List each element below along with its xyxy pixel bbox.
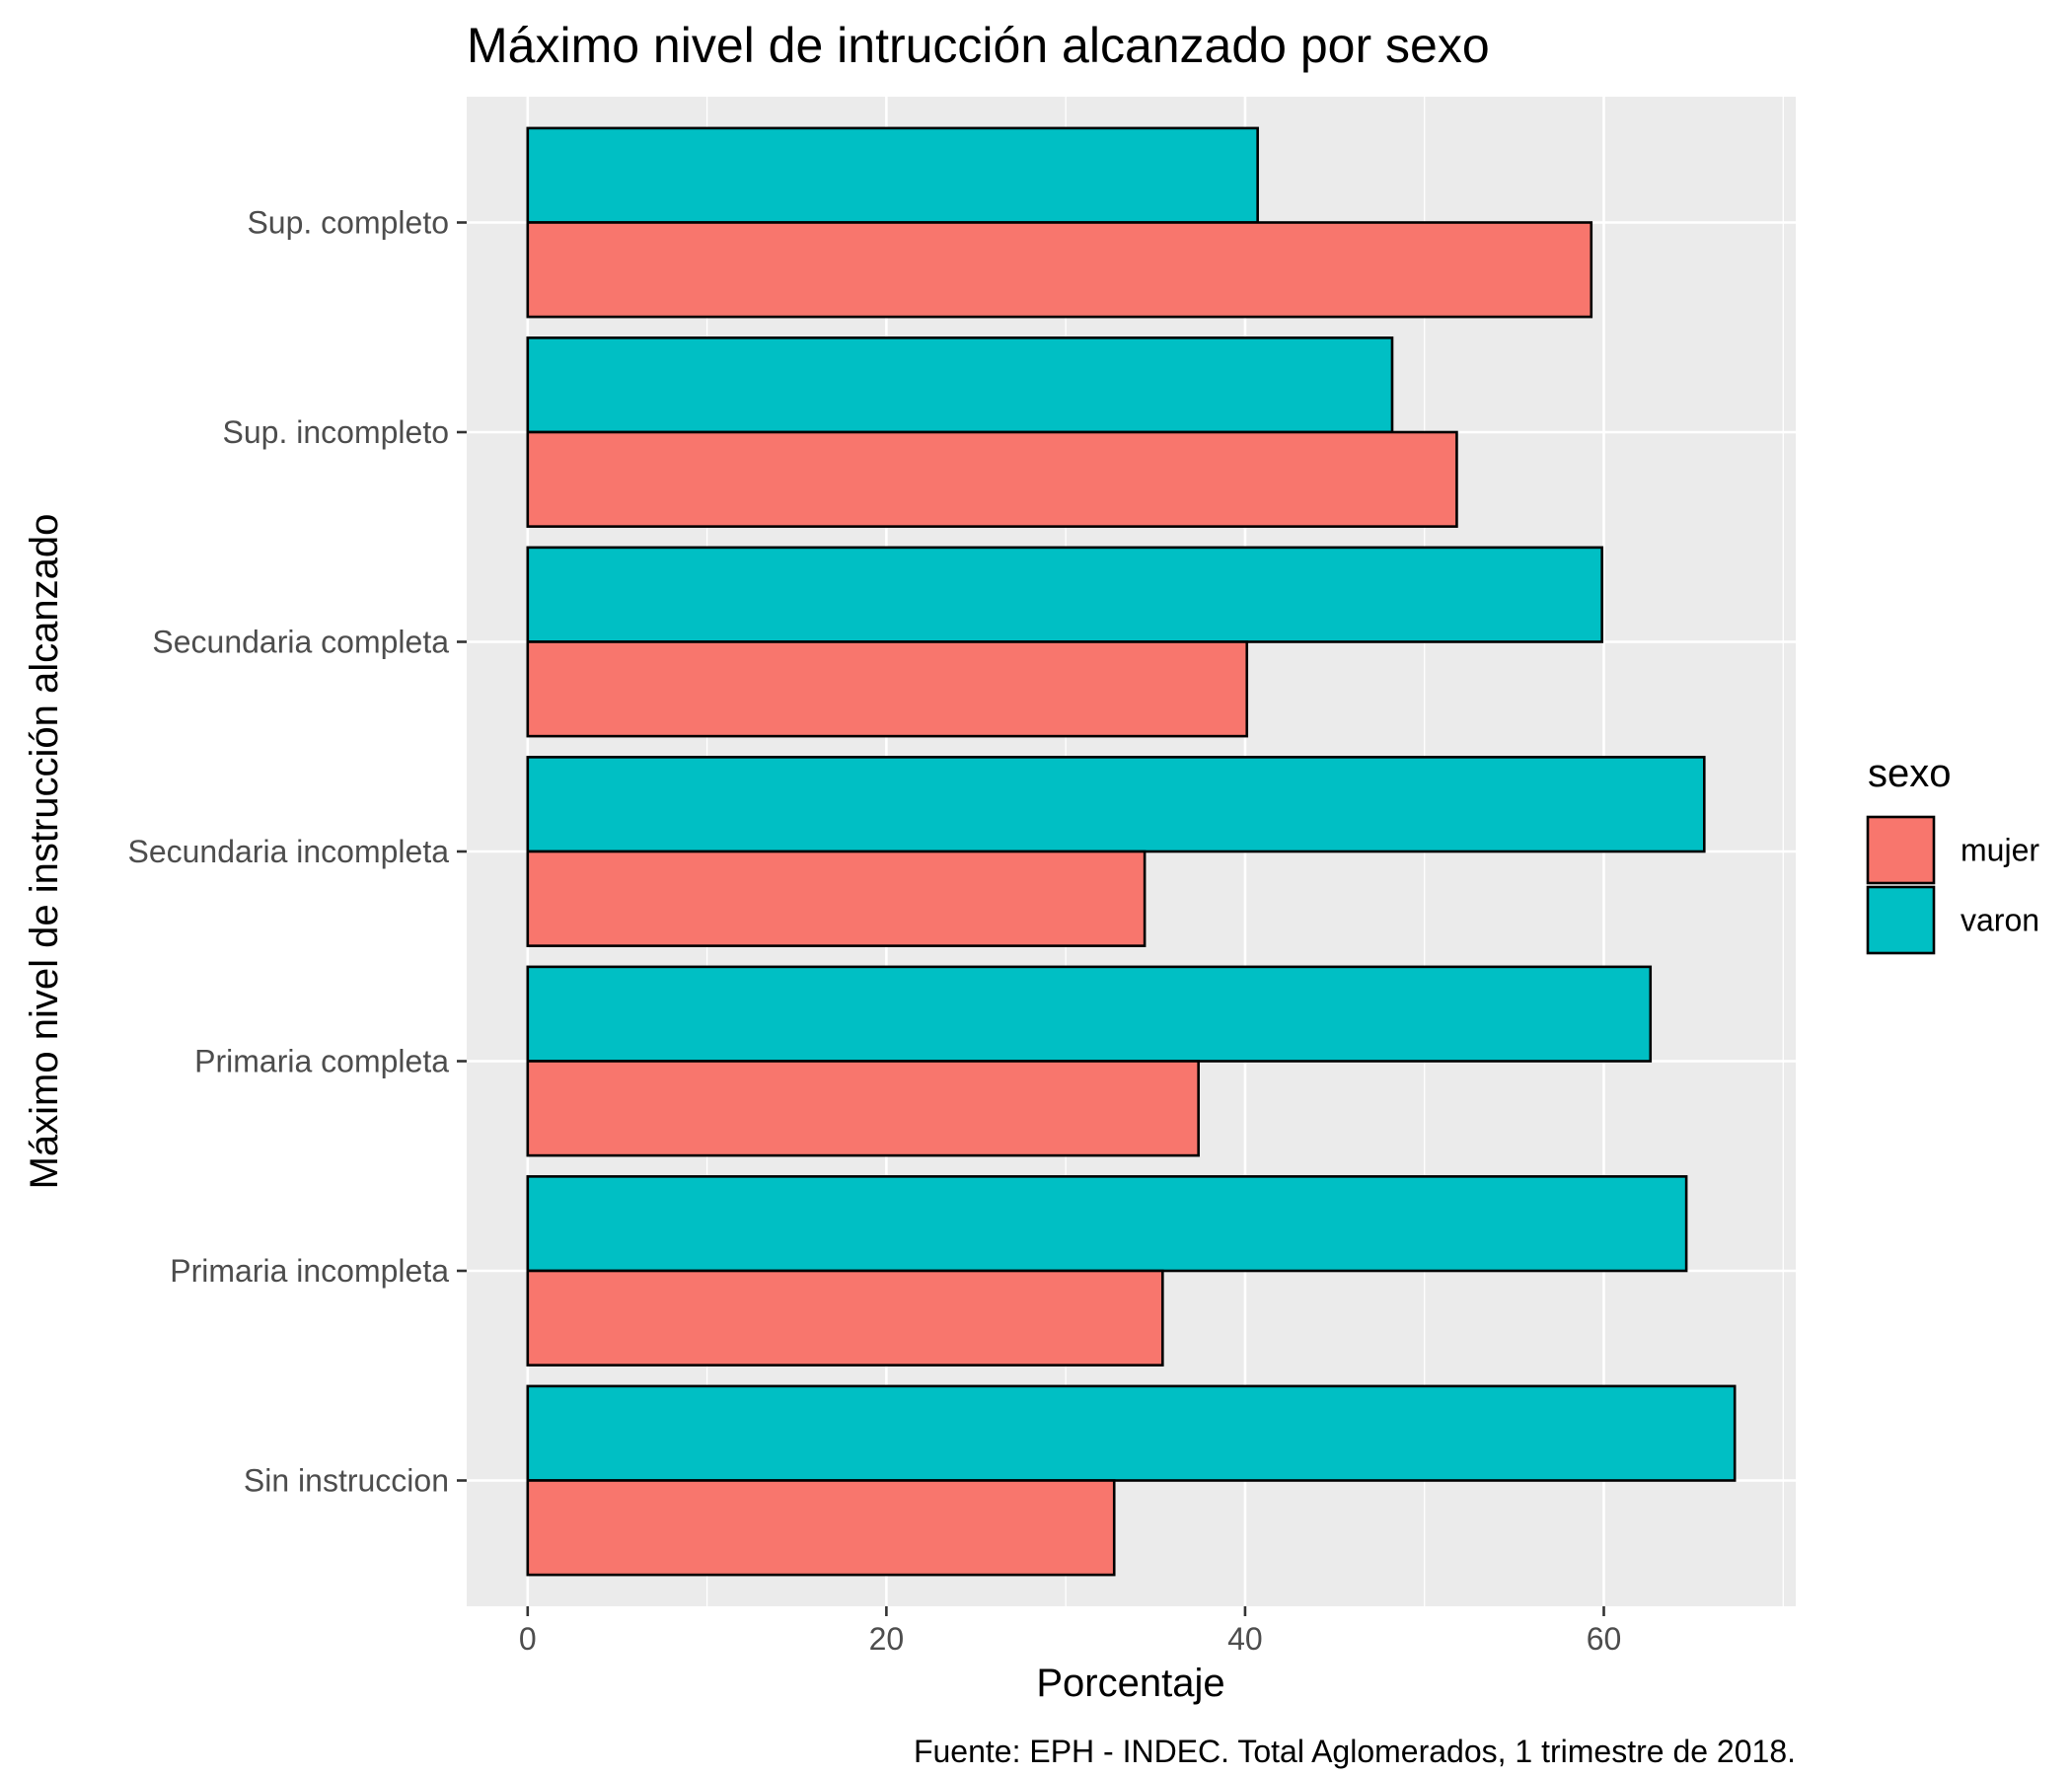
bar-varon — [526, 1384, 1737, 1482]
bar-mujer — [526, 850, 1147, 947]
x-tick-label: 60 — [1587, 1621, 1622, 1657]
bar-mujer — [526, 1269, 1164, 1367]
y-tick-label: Sup. incompleto — [223, 414, 449, 450]
bar-varon — [526, 546, 1603, 643]
legend-key-mujer — [1866, 815, 1936, 885]
bar-varon — [526, 126, 1259, 224]
x-tick-label: 20 — [869, 1621, 905, 1657]
bar-varon — [526, 1175, 1688, 1273]
legend-label-varon: varon — [1961, 903, 2039, 938]
legend-key-varon — [1866, 885, 1936, 955]
y-tick-label: Primaria completa — [194, 1044, 449, 1079]
legend-label-mujer: mujer — [1961, 833, 2039, 868]
chart-title: Máximo nivel de intrucción alcanzado por… — [467, 18, 1490, 73]
x-tick-label: 0 — [519, 1621, 537, 1657]
y-tick-label: Secundaria incompleta — [127, 834, 449, 869]
bar-varon — [526, 756, 1706, 853]
y-tick-label: Sup. completo — [247, 205, 449, 241]
x-axis-ticks: 0 20 40 60 — [519, 1606, 1621, 1657]
bar-varon — [526, 965, 1653, 1063]
y-axis-title: Máximo nivel de instrucción alcanzado — [23, 514, 66, 1190]
bars — [526, 126, 1737, 1577]
bar-mujer — [526, 430, 1458, 528]
y-axis-ticks: Sup. completo Sup. incompleto Secundaria c… — [127, 205, 467, 1499]
bar-mujer — [526, 1060, 1200, 1157]
x-axis-title: Porcentaje — [1036, 1662, 1224, 1705]
legend: sexo mujer varon — [1866, 752, 2039, 955]
bar-mujer — [526, 640, 1249, 738]
x-tick-label: 40 — [1227, 1621, 1263, 1657]
legend-title: sexo — [1868, 752, 1952, 795]
y-tick-label: Secundaria completa — [152, 625, 449, 660]
caption: Fuente: EPH - INDEC. Total Aglomerados, … — [914, 1734, 1796, 1769]
y-tick-label: Primaria incompleta — [170, 1253, 449, 1289]
bar-varon — [526, 336, 1394, 434]
y-tick-label: Sin instruccion — [244, 1463, 449, 1499]
bar-mujer — [526, 1479, 1116, 1577]
bar-mujer — [526, 221, 1593, 319]
